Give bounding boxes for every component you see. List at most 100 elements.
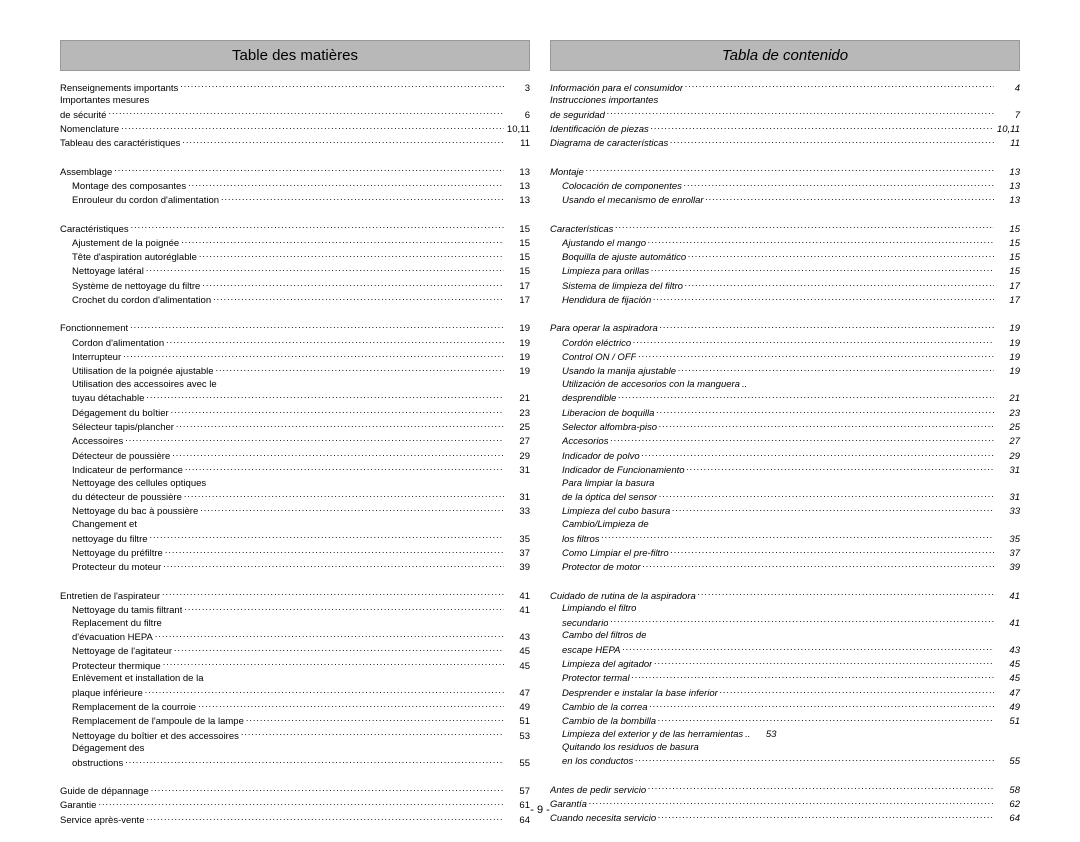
toc-group: Renseignements importants3Importantes me… [60,81,530,151]
toc-leader-dots [632,672,994,682]
toc-line: Ajustando el mango15 [550,236,1020,250]
toc-label: Limpieza del exterior y de las herramien… [562,729,743,742]
toc-label: Importantes mesures [60,95,149,108]
toc-line: Ajustement de la poignée15 [60,236,530,250]
toc-line: Accessoires27 [60,435,530,449]
toc-group: Montaje13Colocación de componentes13Usan… [550,165,1020,208]
toc-leader-dots [643,561,994,571]
toc-leader-dots [172,449,504,459]
toc-label: Selector alfombra-piso [562,422,657,435]
toc-label: Nomenclature [60,124,119,137]
toc-line: Cuidado de rutina de la aspiradora41 [550,589,1020,603]
toc-leader-dots [656,406,994,416]
toc-leader-dots [202,279,504,289]
toc-line: Colocación de componentes13 [550,179,1020,193]
toc-line: Tête d'aspiration autoréglable15 [60,251,530,265]
page-number: - 9 - [0,804,1080,816]
toc-line: tuyau détachable21 [60,392,530,406]
toc-line: Nettoyage de l'agitateur45 [60,645,530,659]
toc-page-number: 39 [506,562,530,575]
toc-line: Protector termal45 [550,672,1020,686]
toc-leader-dots [182,137,504,147]
toc-line: Limpieza del cubo basura33 [550,505,1020,519]
toc-line: Nettoyage latéral15 [60,265,530,279]
toc-line: Nettoyage du préfiltre37 [60,546,530,560]
toc-page-number: 15 [506,224,530,237]
toc-leader-dots [221,194,504,204]
toc-label: Enrouleur du cordon d'alimentation [72,195,219,208]
toc-line: Protecteur du moteur39 [60,561,530,575]
toc-line: Control ON / OFF19 [550,351,1020,365]
toc-line: Remplacement de la courroie49 [60,701,530,715]
toc-line: de la óptica del sensor31 [550,491,1020,505]
toc-page-number: 25 [996,422,1020,435]
toc-label: Interrupteur [72,352,121,365]
toc-group: Información para el consumidor4Instrucci… [550,81,1020,151]
toc-leader-dots [151,785,504,795]
toc-label: Limpieza del agitador [562,659,652,672]
toc-line: Nomenclature10,11 [60,122,530,136]
columns: Table des matières Renseignements import… [60,40,1020,842]
toc-label: Nettoyage du boîtier et des accessoires [72,731,239,744]
toc-line: Limpieza del exterior y de las herramien… [550,729,1020,742]
toc-label: Antes de pedir servicio [550,785,646,798]
toc-line: du détecteur de poussière31 [60,491,530,505]
toc-line: Interrupteur 19 [60,351,530,365]
toc-label: los filtros [562,534,599,547]
toc-leader-dots [174,645,504,655]
toc-page-number: 31 [506,492,530,505]
toc-line: Limpieza del agitador45 [550,658,1020,672]
toc-line: Montaje13 [550,165,1020,179]
toc-page-number: 19 [506,323,530,336]
toc-leader-dots [660,322,994,332]
page: Table des matières Renseignements import… [0,0,1080,834]
toc-leader-dots [672,505,994,515]
toc-line: Changement et [60,519,530,532]
toc-page-number: 53 [752,729,776,742]
toc-label: Replacement du filtre [72,618,162,631]
toc-page-number: 13 [996,167,1020,180]
toc-page-number: 21 [996,393,1020,406]
toc-leader-dots: .. [745,729,750,742]
toc-page-number: 19 [506,352,530,365]
toc-line: Usando el mecanismo de enrollar13 [550,194,1020,208]
toc-leader-dots [610,435,994,445]
toc-page-number: 19 [996,323,1020,336]
toc-label: Dégagement des [72,743,144,756]
toc-label: de sécurité [60,110,106,123]
toc-page-number: 37 [996,548,1020,561]
toc-leader-dots [685,81,994,91]
toc-line: Accesorios27 [550,435,1020,449]
toc-line: Enlèvement et installation de la [60,673,530,686]
toc-line: Cambio/Limpieza de [550,519,1020,532]
toc-leader-dots [188,179,504,189]
toc-leader-dots [687,464,994,474]
toc-label: Ajustando el mango [562,238,646,251]
toc-line: Importantes mesures [60,95,530,108]
toc-label: Accessoires [72,436,123,449]
toc-label: Cordon d'alimentation [72,338,164,351]
toc-page-number: 6 [506,110,530,123]
toc-label: Nettoyage du préfiltre [72,548,163,561]
toc-page-number: 13 [506,195,530,208]
toc-page-number: 11 [996,138,1020,151]
left-column: Table des matières Renseignements import… [60,40,530,842]
toc-line: Limpieza para orillas15 [550,265,1020,279]
toc-leader-dots [706,194,994,204]
toc-leader-dots [720,686,994,696]
toc-leader-dots [648,236,994,246]
toc-page-number: 43 [506,632,530,645]
toc-page-number: 21 [506,393,530,406]
toc-line: Hendidura de fijación17 [550,294,1020,308]
toc-line: Utilisation des accessoires avec le [60,379,530,392]
toc-line: Boquilla de ajuste automático15 [550,251,1020,265]
toc-line: Assemblage13 [60,165,530,179]
toc-label: de la óptica del sensor [562,492,657,505]
toc-line: Protector de motor39 [550,561,1020,575]
toc-label: Cordón eléctrico [562,338,631,351]
toc-leader-dots [659,491,994,501]
toc-line: Utilisation de la poignée ajustable19 [60,365,530,379]
toc-label: Détecteur de poussière [72,451,170,464]
toc-page-number: 51 [996,716,1020,729]
toc-leader-dots [622,643,994,653]
